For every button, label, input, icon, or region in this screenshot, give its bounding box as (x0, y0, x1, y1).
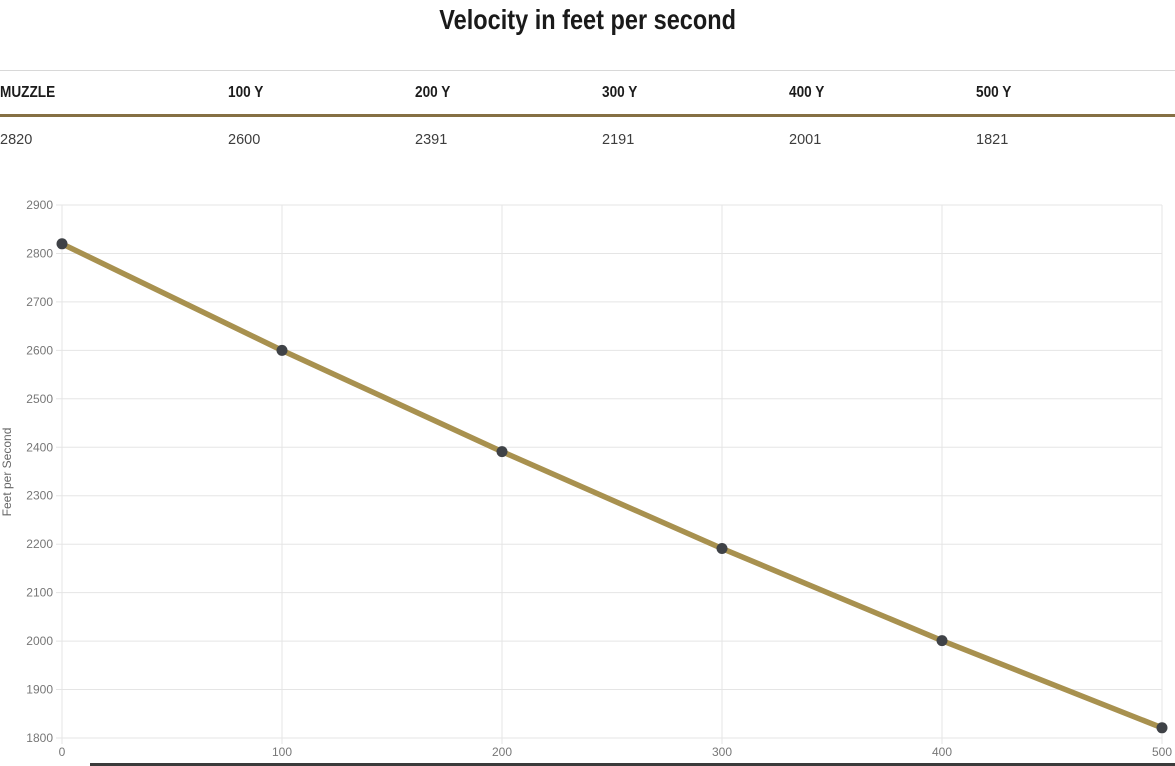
velocity-line (59, 241, 1165, 731)
velocity-table: MUZZLE 100 Y 200 Y 300 Y 400 Y 500 Y 2820 2600… (0, 70, 1175, 163)
table-header-cell: 100 Y (228, 83, 264, 101)
data-point[interactable] (276, 344, 288, 356)
y-tick-label: 1900 (26, 683, 53, 697)
x-tick-label: 200 (492, 745, 512, 759)
data-point[interactable] (56, 238, 68, 250)
x-tick-label: 100 (272, 745, 292, 759)
data-point[interactable] (716, 543, 728, 554)
table-value-cell: 2391 (415, 132, 448, 148)
table-header-row: MUZZLE 100 Y 200 Y 300 Y 400 Y 500 Y (0, 71, 1175, 117)
data-point[interactable] (496, 446, 508, 458)
y-tick-label: 2200 (26, 537, 53, 551)
table-header-cell: 500 Y (976, 83, 1012, 101)
bottom-divider (90, 763, 1175, 766)
table-header-cell: 400 Y (789, 83, 825, 101)
data-point[interactable] (936, 635, 948, 647)
y-tick-label: 2400 (26, 440, 53, 454)
table-value-cell: 2001 (789, 132, 822, 148)
table-header-cell: 200 Y (415, 83, 451, 101)
table-value-cell: 1821 (976, 132, 1009, 148)
x-tick-label: 0 (59, 745, 66, 759)
table-header-cell: 300 Y (602, 83, 638, 101)
y-tick-label: 2100 (26, 586, 53, 600)
y-tick-label: 2500 (26, 392, 53, 406)
y-tick-label: 2900 (26, 198, 53, 212)
table-value-cell: 2600 (228, 132, 261, 148)
table-value-row: 2820 2600 2391 2191 2001 1821 (0, 117, 1175, 163)
table-value-cell: 2191 (602, 132, 635, 148)
y-tick-label: 2700 (26, 295, 53, 309)
x-tick-label: 300 (712, 745, 732, 759)
x-tick-label: 500 (1152, 745, 1172, 759)
page-title: Velocity in feet per second (0, 0, 1175, 40)
data-point[interactable] (1156, 722, 1168, 734)
y-tick-label: 2300 (26, 489, 53, 503)
table-value-cell: 2820 (0, 132, 33, 148)
y-axis-title: Feet per Second (0, 428, 14, 517)
page-title-text: Velocity in feet per second (439, 4, 736, 35)
y-tick-label: 2800 (26, 247, 53, 261)
y-tick-label: 2600 (26, 343, 53, 357)
velocity-line-chart[interactable]: 1800190020002100220023002400250026002700… (0, 186, 1175, 766)
y-tick-label: 2000 (26, 634, 53, 648)
table-header-cell: MUZZLE (0, 83, 56, 101)
y-tick-label: 1800 (26, 731, 53, 745)
x-tick-label: 400 (932, 745, 952, 759)
